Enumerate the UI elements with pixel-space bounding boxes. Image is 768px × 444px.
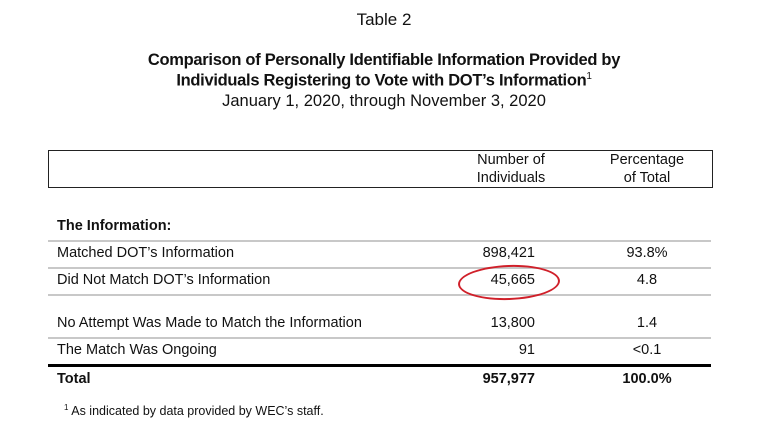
row-label: Did Not Match DOT’s Information [57,272,271,288]
row-number: 91 [518,342,535,358]
section-heading-label: The Information: [57,218,172,234]
row-percentage: 1.4 [636,315,658,331]
total-divider [48,364,711,367]
title-line2-text: Individuals Registering to Vote with DOT… [176,71,587,90]
footnote-text: As indicated by data provided by WEC’s s… [71,404,324,419]
row-percentage: 4.8 [636,272,658,288]
title-footnote-mark: 1 [586,71,592,82]
footnote-mark: 1 [64,403,69,412]
table-title-line2: Individuals Registering to Vote with DOT… [0,71,768,91]
column-header-number: Number of Individuals [468,151,554,187]
row-divider [48,267,711,269]
total-number: 957,977 [482,371,535,387]
row-label: Matched DOT’s Information [57,245,235,261]
row-number: 45,665 [490,272,535,288]
row-divider [48,294,711,296]
table-label: Table 2 [356,10,412,29]
column-header-percentage-line1: Percentage [609,152,685,168]
table-title-line1: Comparison of Personally Identifiable In… [147,51,621,69]
total-label: Total [57,371,91,387]
column-header-number-line1: Number of [477,152,545,168]
row-divider [48,240,711,242]
date-range: January 1, 2020, through November 3, 202… [222,92,546,110]
row-percentage: <0.1 [632,342,662,358]
column-header-number-line2: Individuals [476,170,546,186]
footnote: 1 As indicated by data provided by WEC’s… [64,403,324,418]
table-header-box [48,150,713,188]
row-divider [48,337,711,339]
row-number: 13,800 [490,315,535,331]
total-percentage: 100.0% [622,371,672,387]
row-percentage: 93.8% [626,245,668,261]
row-number: 898,421 [482,245,535,261]
column-header-percentage-line2: of Total [623,170,671,186]
row-label: The Match Was Ongoing [57,342,217,358]
row-label: No Attempt Was Made to Match the Informa… [57,315,362,331]
column-header-percentage: Percentage of Total [600,151,694,187]
